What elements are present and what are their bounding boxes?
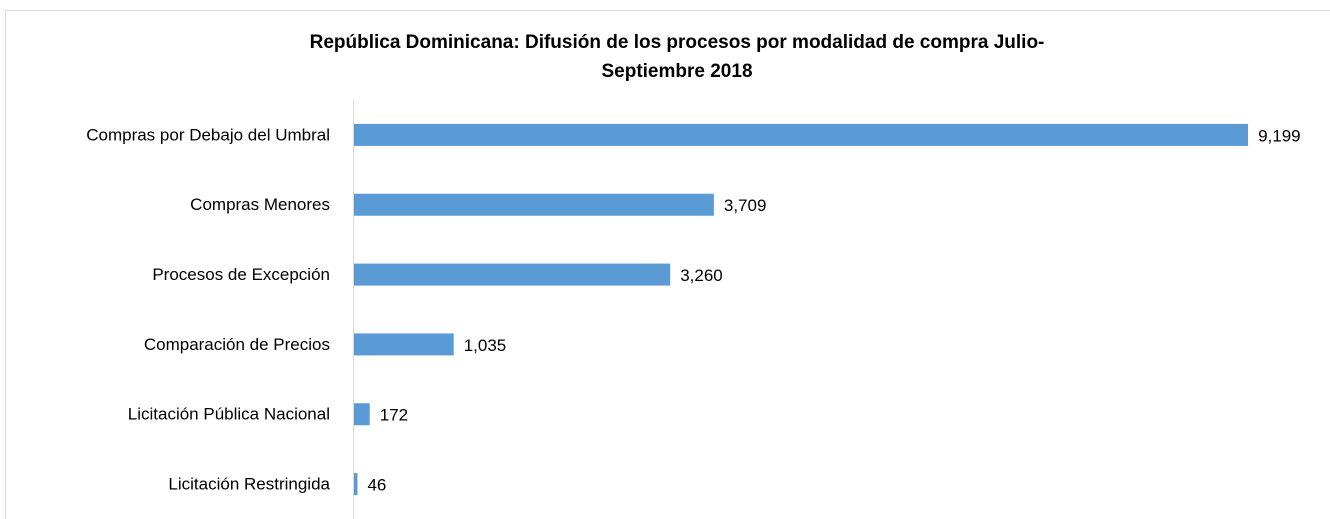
data-label: 9,199 [1258, 126, 1301, 145]
chart-title: Septiembre 2018 [601, 61, 752, 82]
y-tick-label: Licitación Restringida [168, 475, 330, 494]
data-label: 3,709 [724, 196, 767, 215]
y-tick-label: Procesos de Excepción [152, 265, 330, 284]
bar [353, 403, 370, 426]
bar [353, 263, 671, 286]
bar [353, 193, 714, 216]
data-label: 3,260 [680, 266, 723, 285]
data-label: 1,035 [464, 336, 507, 355]
chart-title: República Dominicana: Difusión de los pr… [310, 32, 1045, 53]
y-tick-label: Licitación Pública Nacional [128, 405, 330, 424]
data-label: 46 [367, 476, 386, 495]
bar [353, 333, 454, 356]
bar [353, 473, 358, 496]
y-tick-label: Compras Menores [190, 195, 330, 214]
bar [353, 123, 1249, 146]
data-label: 172 [380, 406, 408, 425]
y-tick-label: Comparación de Precios [144, 335, 330, 354]
y-tick-label: Compras por Debajo del Umbral [86, 125, 330, 144]
